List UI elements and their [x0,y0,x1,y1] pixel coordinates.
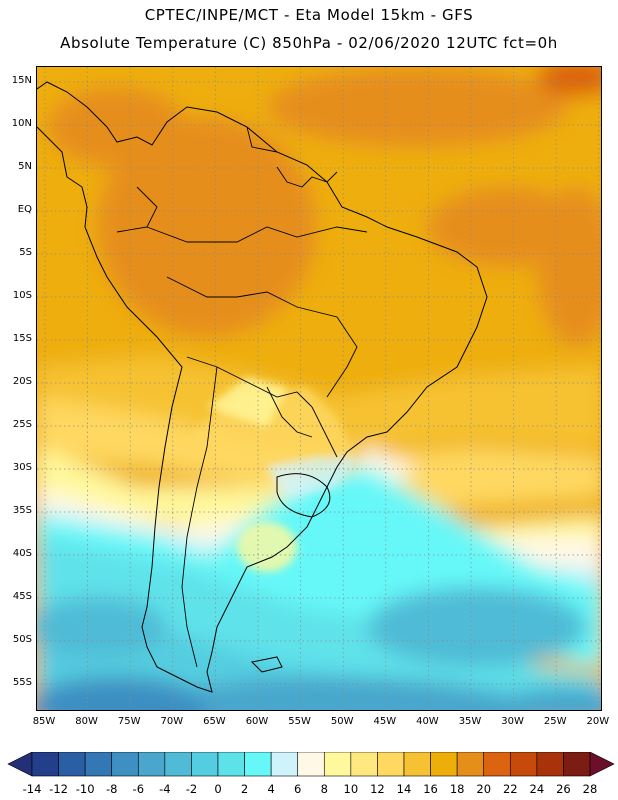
colorbar-swatch [297,752,325,777]
longitude-tick-label: 40W [416,716,439,727]
colorbar-right-arrow [589,752,615,777]
colorbar-swatch [483,752,511,777]
longitude-tick-label: 60W [245,716,269,727]
colorbar-swatch [536,752,564,777]
latitude-tick-label: 15S [12,333,32,344]
colorbar-swatch [563,752,591,777]
longitude-tick-label: 75W [117,716,141,727]
latitude-tick-label: 25S [12,419,32,430]
colorbar-tick-label: -10 [75,782,95,796]
colorbar-swatch [377,752,405,777]
colorbar-swatch [31,752,59,777]
longitude-tick-label: 30W [501,716,524,727]
temperature-map [37,67,601,710]
latitude-tick-label: 55S [12,677,32,688]
latitude-tick-label: 5N [18,161,32,172]
latitude-tick-label: 10S [12,290,32,301]
colorbar-tick-label: -2 [185,782,198,796]
longitude-tick-label: 55W [288,716,311,727]
colorbar-left-arrow [7,752,33,777]
colorbar-tick-label: 22 [502,782,518,796]
colorbar-swatch [191,752,219,777]
colorbar-swatch [509,752,538,777]
latitude-tick-label: 20S [12,376,32,387]
country-borders [116,126,368,668]
colorbar-swatch [58,752,86,777]
colorbar-swatch [270,752,299,777]
latitude-tick-label: 10N [11,118,32,129]
colorbar-tick-label: 26 [556,782,571,796]
colorbar-tick-label: 12 [370,782,385,796]
colorbar [7,752,615,777]
latitude-tick-label: 5S [19,247,32,258]
longitude-tick-label: 70W [160,716,184,727]
longitude-tick-label: 25W [543,716,567,727]
chart-title: CPTEC/INPE/MCT - Eta Model 15km - GFS [144,6,474,24]
latitude-tick-label: 15N [11,75,32,86]
colorbar-tick-label: 0 [214,782,222,796]
colorbar-swatch [350,752,378,777]
colorbar-swatch [456,752,485,777]
colorbar-swatch [111,752,139,777]
temperature-field [37,67,601,710]
colorbar-swatch [323,752,352,777]
colorbar-swatch [403,752,431,777]
latitude-tick-label: 30S [12,462,32,473]
longitude-tick-label: 45W [373,716,397,727]
colorbar-tick-label: 20 [476,782,492,796]
colorbar-tick-label: 24 [529,782,545,796]
longitude-tick-label: 80W [75,716,98,727]
temperature-detail [187,377,357,572]
colorbar-tick-label: -12 [49,782,68,796]
longitude-tick-label: 50W [330,716,354,727]
colorbar-tick-label: 2 [240,782,249,796]
colorbar-tick-label: 10 [343,782,359,796]
coastlines [37,81,488,693]
colorbar-swatch [430,752,458,777]
latitude-tick-label: 40S [12,548,32,559]
colorbar-tick-label: 8 [320,782,328,796]
colorbar-swatch [164,752,192,777]
colorbar-tick-label: 14 [396,782,412,796]
colorbar-tick-label: -14 [22,782,42,796]
longitude-tick-label: 65W [203,716,226,727]
chart-subtitle: Absolute Temperature (C) 850hPa - 02/06/… [60,34,558,52]
longitude-tick-label: 20W [586,716,610,727]
colorbar-swatch [244,752,272,777]
colorbar-swatch [84,752,113,777]
colorbar-tick-label: 6 [294,782,302,796]
colorbar-swatch [137,752,166,777]
colorbar-tick-label: -6 [132,782,145,796]
latitude-tick-label: 45S [12,591,32,602]
longitude-tick-label: 35W [458,716,482,727]
colorbar-swatch [217,752,245,777]
colorbar-tick-label: 16 [423,782,438,796]
colorbar-tick-label: 18 [449,782,465,796]
latitude-tick-label: 50S [12,634,32,645]
longitude-tick-label: 85W [32,716,56,727]
colorbar-tick-label: 28 [582,782,598,796]
colorbar-tick-label: 4 [267,782,275,796]
latitude-tick-label: 35S [12,505,32,516]
colorbar-tick-label: -8 [105,782,118,796]
colorbar-tick-label: -4 [159,782,171,796]
map-panel [36,66,602,711]
latitude-tick-label: EQ [17,204,32,215]
